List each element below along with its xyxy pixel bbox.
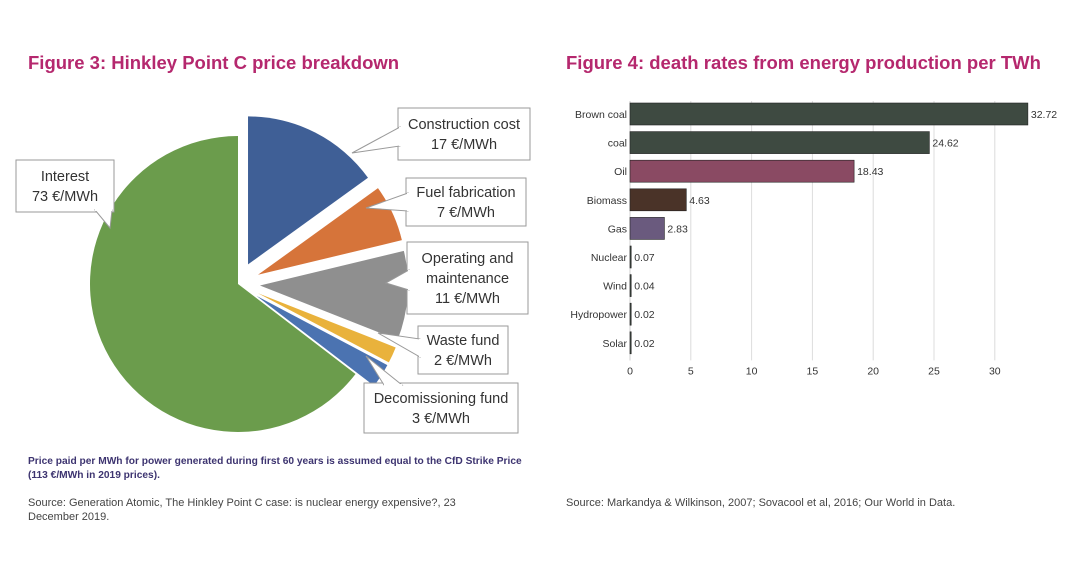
callout-label: Fuel fabrication xyxy=(416,185,515,201)
category-label: Solar xyxy=(602,338,627,350)
pie-slice-interest xyxy=(89,136,356,433)
bar-gas xyxy=(629,217,665,240)
x-tick-label: 0 xyxy=(627,365,633,377)
pie-slice-operating-and-maintenance xyxy=(259,250,408,340)
bar-coal xyxy=(629,131,930,154)
callout-value: 3 €/MWh xyxy=(412,411,470,427)
figure4-title: Figure 4: death rates from energy produc… xyxy=(566,52,1041,73)
value-label: 24.62 xyxy=(932,138,958,150)
category-label: Nuclear xyxy=(591,252,628,264)
value-label: 0.02 xyxy=(634,338,655,350)
category-label: Gas xyxy=(608,223,627,235)
category-label: coal xyxy=(608,138,627,150)
callout-label: Waste fund xyxy=(427,333,500,349)
callout-label: Operating and xyxy=(422,251,514,267)
callout-fuel-fabrication: Fuel fabrication 7 €/MWh xyxy=(365,177,527,227)
category-label: Hydropower xyxy=(570,309,627,321)
pie-slice-fuel-fabrication xyxy=(257,188,402,275)
x-tick-label: 30 xyxy=(989,365,1001,377)
callout-label: Interest xyxy=(41,169,89,185)
callout-value: 11 €/MWh xyxy=(435,291,500,307)
x-tick-label: 25 xyxy=(928,365,940,377)
pie-chart: Construction cost 17 €/MWh Fuel fabricatio… xyxy=(15,107,531,434)
value-label: 2.83 xyxy=(667,223,688,235)
pie-slice-decomissioning-fund xyxy=(256,295,388,386)
callout-interest: Interest 73 €/MWh xyxy=(15,159,115,230)
callout-box xyxy=(15,159,115,213)
callout-label: Decomissioning fund xyxy=(374,391,509,407)
bar-solar xyxy=(629,331,632,355)
callout-value: 7 €/MWh xyxy=(437,205,495,221)
x-tick-label: 20 xyxy=(867,365,879,377)
x-tick-label: 10 xyxy=(746,365,758,377)
bar-brown-coal xyxy=(629,102,1029,126)
bar-chart: 0 5 10 15 20 25 30 Brown coal 32.72 coal 24.62 Oil 1… xyxy=(570,101,1057,377)
callout-box xyxy=(405,177,527,227)
callout-decomissioning-fund: Decomissioning fund 3 €/MWh xyxy=(363,355,519,434)
figure4-source: Source: Markandya & Wilkinson, 2007; Sov… xyxy=(566,497,956,509)
callout-value: 2 €/MWh xyxy=(434,353,492,369)
category-label: Biomass xyxy=(587,195,627,207)
bar-biomass xyxy=(629,188,687,212)
callout-value: 17 €/MWh xyxy=(431,137,497,153)
callout-operating-and-maintenance: Operating and maintenance 11 €/MWh xyxy=(384,241,529,315)
category-label: Brown coal xyxy=(575,109,627,121)
callout-label: Construction cost xyxy=(408,117,520,133)
bar-hydropower xyxy=(629,302,632,326)
bar-oil xyxy=(629,159,855,183)
callout-construction-cost: Construction cost 17 €/MWh xyxy=(351,107,531,161)
figure3-source: Source: Generation Atomic, The Hinkley P… xyxy=(28,497,456,523)
callout-waste-fund: Waste fund 2 €/MWh xyxy=(377,325,509,375)
pie-slice-waste-fund xyxy=(257,293,396,363)
bar-wind xyxy=(629,274,632,297)
value-label: 18.43 xyxy=(857,166,883,178)
callout-box xyxy=(397,107,531,161)
x-tick-label: 15 xyxy=(807,365,819,377)
value-label: 32.72 xyxy=(1031,109,1057,121)
callout-label: maintenance xyxy=(426,271,509,287)
value-label: 4.63 xyxy=(689,195,710,207)
value-label: 0.04 xyxy=(634,281,655,293)
category-label: Oil xyxy=(614,166,627,178)
figure3-note: Price paid per MWh for power generated d… xyxy=(28,456,522,481)
callout-box xyxy=(417,325,509,375)
callout-box xyxy=(363,382,519,434)
callout-value: 73 €/MWh xyxy=(32,189,98,205)
figure3-title: Figure 3: Hinkley Point C price breakdow… xyxy=(28,52,400,73)
callout-box xyxy=(406,241,529,315)
bar-nuclear xyxy=(629,245,632,269)
value-label: 0.07 xyxy=(634,252,655,264)
value-label: 0.02 xyxy=(634,309,655,321)
pie-slice-construction-cost xyxy=(248,116,368,265)
x-tick-label: 5 xyxy=(688,365,694,377)
category-label: Wind xyxy=(603,281,627,293)
